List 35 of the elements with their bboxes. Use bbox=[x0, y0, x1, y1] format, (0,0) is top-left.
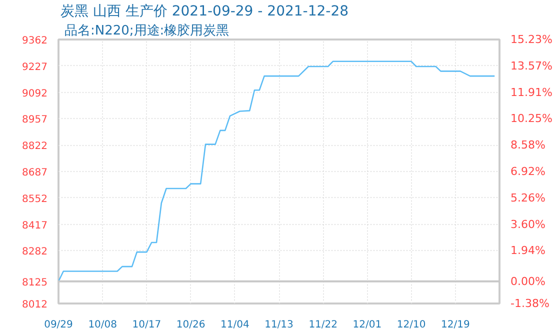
y-tick-label: 8552 bbox=[22, 194, 48, 205]
y-tick-label: 8012 bbox=[22, 300, 48, 310]
y2-tick-label: 3.60% bbox=[510, 218, 546, 231]
x-tick-label: 11/04 bbox=[220, 320, 250, 330]
x-tick-label: 10/26 bbox=[176, 320, 206, 330]
y2-tick-label: -1.38% bbox=[510, 297, 550, 310]
x-tick-label: 12/10 bbox=[396, 320, 426, 330]
x-tick-label: 10/08 bbox=[88, 320, 118, 330]
x-tick-label: 11/13 bbox=[264, 320, 294, 330]
x-tick-label: 09/29 bbox=[44, 320, 73, 330]
x-tick-label: 10/17 bbox=[132, 320, 162, 330]
chart-title: 炭黑 山西 生产价 2021-09-29 - 2021-12-28 bbox=[60, 4, 349, 20]
y2-tick-label: 13.57% bbox=[510, 59, 552, 72]
y-tick-label: 9362 bbox=[22, 36, 48, 46]
y2-tick-label: 8.58% bbox=[510, 138, 546, 152]
x-tick-label: 11/22 bbox=[308, 320, 338, 330]
y2-tick-label: 5.26% bbox=[510, 191, 546, 204]
y2-tick-label: 10.25% bbox=[510, 112, 552, 126]
line-series bbox=[58, 60, 496, 282]
x-tick-label: 12/19 bbox=[440, 320, 470, 330]
y-tick-label: 8282 bbox=[22, 246, 48, 258]
y2-tick-label: 15.23% bbox=[510, 33, 552, 46]
y-tick-label: 9092 bbox=[22, 88, 48, 100]
chart-subtitle: 品名:N220;用途:橡胶用炭黑 bbox=[64, 24, 230, 38]
y2-tick-label: 1.94% bbox=[510, 244, 546, 258]
y-tick-label: 8125 bbox=[22, 277, 48, 288]
y2-tick-label: 11.91% bbox=[510, 86, 552, 99]
x-tick-label: 12/01 bbox=[352, 320, 382, 330]
y-tick-label: 8417 bbox=[22, 220, 48, 232]
y2-tick-label: 6.92% bbox=[510, 165, 546, 178]
y2-tick-label: 0.00% bbox=[510, 275, 546, 288]
y-tick-label: 9227 bbox=[22, 62, 48, 73]
y-tick-label: 8687 bbox=[22, 168, 48, 178]
y-tick-label: 8957 bbox=[22, 114, 48, 126]
y-tick-label: 8822 bbox=[22, 141, 48, 152]
